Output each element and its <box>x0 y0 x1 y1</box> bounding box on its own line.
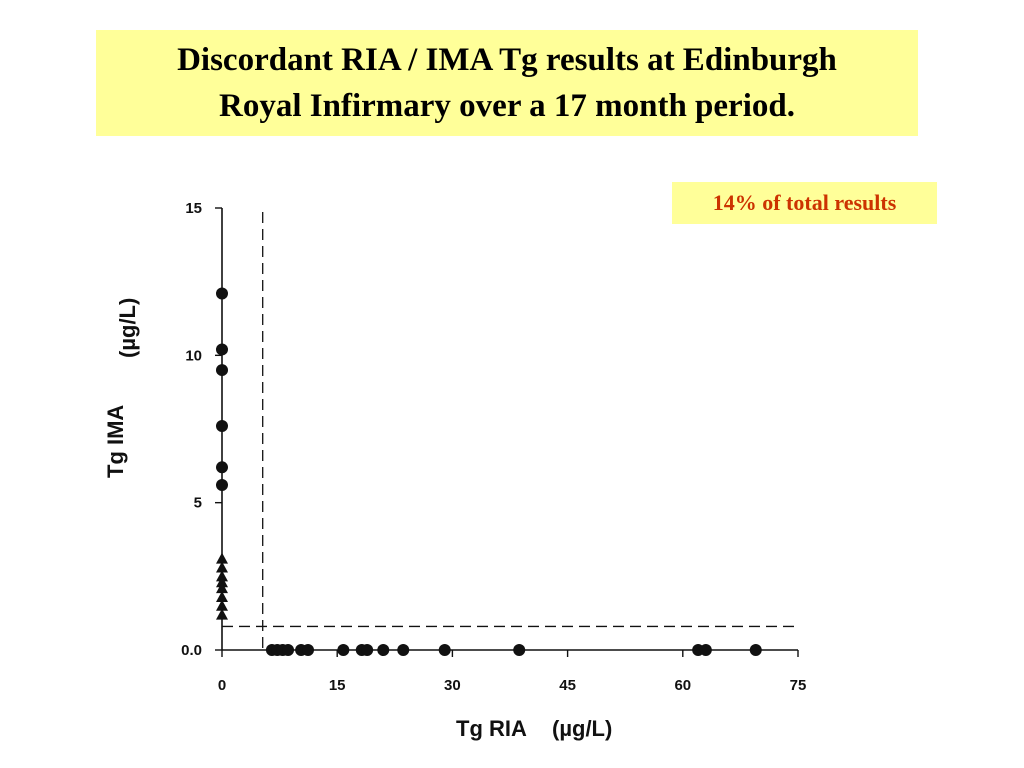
circle-point <box>216 287 228 300</box>
y-tick-label: 0.0 <box>181 642 202 659</box>
circle-point <box>216 478 228 491</box>
x-tick-label: 45 <box>559 677 576 694</box>
circle-point <box>216 420 228 433</box>
circle-point <box>438 644 451 656</box>
x-tick-label: 60 <box>674 677 691 694</box>
chart-axes <box>221 208 798 651</box>
slide-title-line-1: Discordant RIA / IMA Tg results at Edinb… <box>177 42 837 78</box>
circle-point <box>513 644 526 656</box>
chart-ticks: 0 15 30 45 60 75 0.0 5 10 15 <box>181 200 806 694</box>
threshold-lines <box>222 212 798 654</box>
y-tick-label: 10 <box>185 347 202 364</box>
x-tick-label: 30 <box>444 677 461 694</box>
percentage-note-text: 14% of total results <box>712 190 897 215</box>
slide-title-line-2: Royal Infirmary over a 17 month period. <box>219 88 795 124</box>
triangle-point <box>216 599 228 611</box>
triangle-point <box>216 590 228 602</box>
circle-point <box>216 461 228 474</box>
data-points <box>216 287 762 656</box>
triangle-point <box>216 576 228 588</box>
x-tick-label: 75 <box>790 677 807 694</box>
triangle-point <box>216 552 228 564</box>
triangle-point <box>216 582 228 594</box>
circle-point <box>397 644 410 656</box>
circle-point <box>216 343 228 356</box>
circle-point <box>302 644 315 656</box>
circle-point <box>361 644 374 656</box>
circle-point <box>749 644 762 656</box>
percentage-note: 14% of total results <box>672 182 937 224</box>
slide-title: Discordant RIA / IMA Tg results at Edinb… <box>96 30 918 136</box>
circle-point <box>337 644 350 656</box>
triangle-point <box>216 570 228 582</box>
y-axis-title: Tg IMA <box>103 405 128 478</box>
triangle-point <box>216 608 228 620</box>
x-tick-label: 0 <box>218 677 226 694</box>
x-axis-title: Tg RIA <box>456 716 527 741</box>
y-tick-label: 15 <box>185 200 202 217</box>
x-tick-label: 15 <box>329 677 346 694</box>
circle-point <box>216 364 228 377</box>
circle-point <box>282 644 295 656</box>
circle-point <box>377 644 390 656</box>
y-tick-label: 5 <box>194 495 202 512</box>
x-axis-unit: (µg/L) <box>552 716 612 741</box>
triangle-point <box>216 561 228 573</box>
y-axis-unit: (µg/L) <box>115 298 140 358</box>
circle-point <box>699 644 712 656</box>
